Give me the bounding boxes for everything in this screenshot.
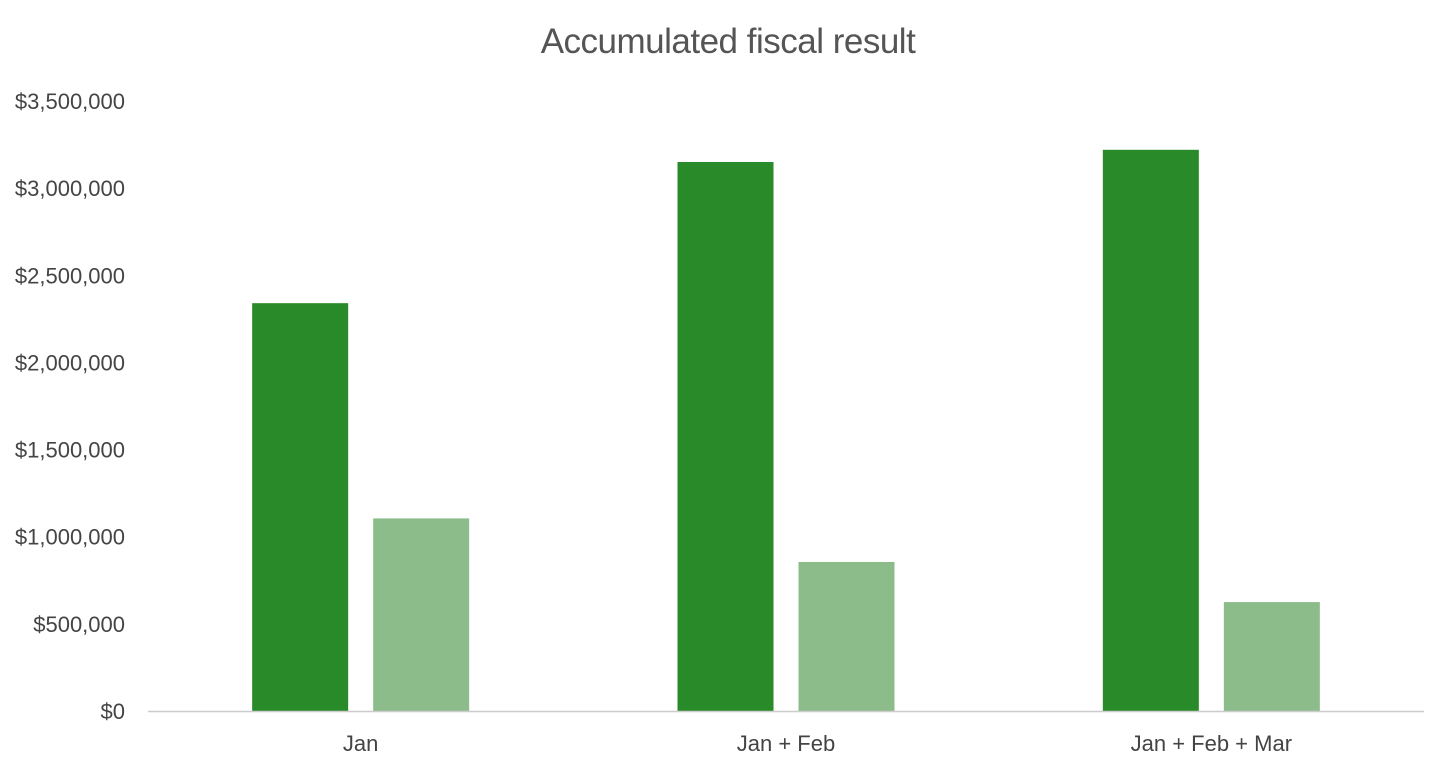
y-tick-label: $500,000 (33, 612, 125, 637)
y-tick-label: $3,000,000 (15, 176, 125, 201)
chart-title: Accumulated fiscal result (540, 22, 916, 61)
x-tick-label: Jan + Feb (737, 731, 835, 756)
bar-series-1-1 (252, 303, 349, 711)
x-tick-label: Jan (343, 731, 378, 756)
bar-series-2-3 (1223, 602, 1320, 711)
y-tick-label: $2,000,000 (15, 350, 125, 375)
y-tick-label: $1,500,000 (15, 438, 125, 463)
bar-series-2-1 (373, 518, 470, 711)
y-tick-label: $1,000,000 (15, 525, 125, 550)
y-tick-label: $2,500,000 (15, 263, 125, 288)
y-tick-label: $0 (101, 699, 125, 724)
bar-series-1-2 (677, 162, 774, 711)
bar-series-1-3 (1102, 149, 1199, 712)
x-tick-label: Jan + Feb + Mar (1131, 731, 1292, 756)
y-tick-label: $3,500,000 (15, 89, 125, 114)
bar-series-2-2 (798, 561, 895, 711)
